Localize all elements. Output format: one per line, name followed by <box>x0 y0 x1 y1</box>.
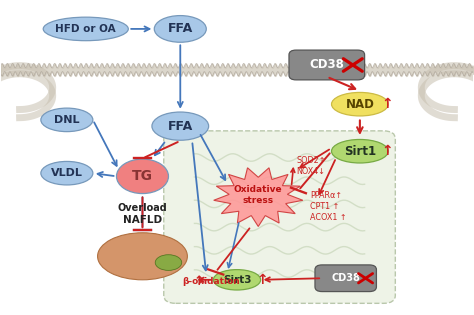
Text: ↑: ↑ <box>381 97 393 111</box>
Ellipse shape <box>331 92 388 116</box>
FancyBboxPatch shape <box>289 50 365 80</box>
Text: PPARα↑: PPARα↑ <box>310 191 342 200</box>
Text: Sirt1: Sirt1 <box>344 145 376 158</box>
Ellipse shape <box>213 270 261 290</box>
Text: TG: TG <box>132 169 153 183</box>
Polygon shape <box>214 168 303 226</box>
Ellipse shape <box>155 255 182 270</box>
Text: CD38: CD38 <box>310 59 344 72</box>
Text: SOD2↑: SOD2↑ <box>296 156 326 165</box>
Text: HFD or OA: HFD or OA <box>55 24 116 34</box>
Ellipse shape <box>155 15 206 42</box>
Text: FFA: FFA <box>168 120 193 133</box>
Text: FFA: FFA <box>168 22 193 35</box>
Text: NAFLD: NAFLD <box>123 215 162 225</box>
FancyBboxPatch shape <box>164 131 395 303</box>
FancyBboxPatch shape <box>315 265 376 292</box>
Ellipse shape <box>41 108 93 132</box>
Ellipse shape <box>41 161 93 185</box>
Ellipse shape <box>43 17 128 41</box>
Text: CPT1 ↑: CPT1 ↑ <box>310 202 340 211</box>
Text: ↑: ↑ <box>256 273 267 287</box>
Text: ↑: ↑ <box>381 144 393 158</box>
Text: ↑: ↑ <box>193 275 204 288</box>
Ellipse shape <box>98 233 187 280</box>
Text: Oxidative
stress: Oxidative stress <box>234 185 283 205</box>
Text: VLDL: VLDL <box>51 168 83 178</box>
Text: DNL: DNL <box>54 115 80 125</box>
Ellipse shape <box>117 159 168 193</box>
Text: NOX4↓: NOX4↓ <box>296 167 325 176</box>
Text: Overload: Overload <box>118 203 167 213</box>
Text: NAD: NAD <box>346 98 374 111</box>
Text: β-oxidation: β-oxidation <box>182 277 240 286</box>
Text: Sirt3: Sirt3 <box>223 275 251 285</box>
Text: ACOX1 ↑: ACOX1 ↑ <box>310 213 347 221</box>
Ellipse shape <box>331 140 388 163</box>
Ellipse shape <box>152 112 209 140</box>
Text: CD38: CD38 <box>331 273 360 283</box>
